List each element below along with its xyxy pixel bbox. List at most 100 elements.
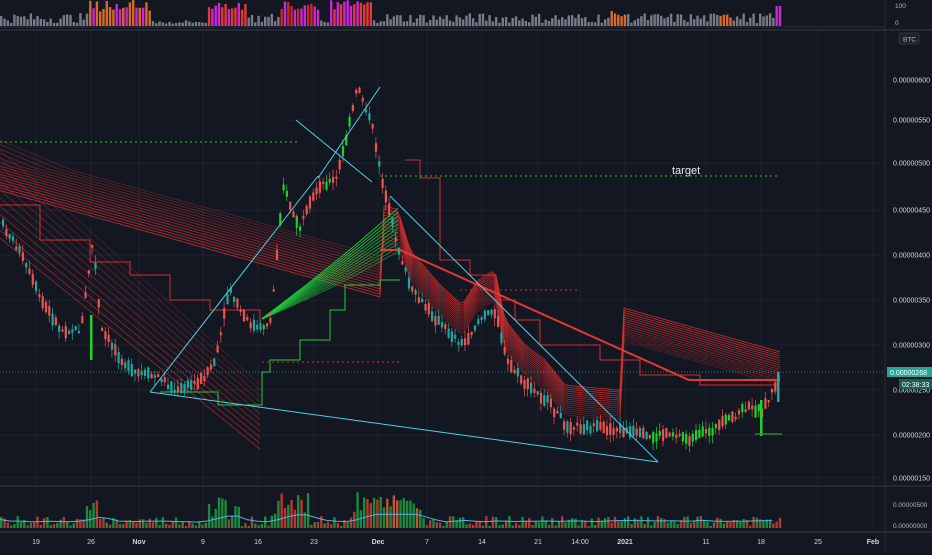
time-label: Dec xyxy=(372,539,385,546)
volume-bar xyxy=(577,525,580,528)
volume-bar xyxy=(79,519,82,528)
candle xyxy=(176,386,180,392)
volume-bar xyxy=(280,493,283,528)
candle xyxy=(117,351,120,363)
volume-bar xyxy=(33,522,36,528)
volume-bar xyxy=(254,523,257,528)
candle xyxy=(272,289,275,292)
candle xyxy=(229,287,232,293)
candle xyxy=(150,373,153,379)
indicator-bar xyxy=(188,21,191,26)
candle xyxy=(609,423,612,435)
candle xyxy=(671,432,675,437)
candle xyxy=(582,424,585,435)
indicator-bar xyxy=(171,23,174,26)
indicator-bar xyxy=(458,17,462,26)
candle xyxy=(157,374,160,378)
indicator-bar xyxy=(9,22,13,26)
candle xyxy=(625,427,628,433)
volume-bar xyxy=(389,506,392,528)
volume-bar xyxy=(537,522,541,528)
candle xyxy=(695,430,698,440)
indicator-bar xyxy=(468,13,471,26)
volume-bar xyxy=(702,520,706,528)
volume-bar xyxy=(462,517,465,528)
indicator-bar xyxy=(627,14,630,26)
indicator-bar xyxy=(739,19,742,26)
indicator-bar xyxy=(521,18,524,26)
volume-bar xyxy=(640,516,643,528)
indicator-bar xyxy=(640,16,643,26)
indicator-bar xyxy=(686,21,689,26)
indicator-bar xyxy=(514,16,518,26)
indicator-bar xyxy=(376,23,379,26)
candle xyxy=(233,296,236,302)
candle xyxy=(592,423,595,427)
price-axis[interactable]: BTC 0.00000600 0.00000550 0.00000500 0.0000… xyxy=(887,32,932,483)
volume-bars xyxy=(0,492,782,528)
candle xyxy=(437,315,440,325)
candle xyxy=(391,217,394,227)
candle xyxy=(589,426,592,434)
indicator-bar xyxy=(339,4,343,26)
indicator-bar xyxy=(191,22,194,26)
time-axis[interactable]: 19 26 Nov 9 16 23 Dec 7 14 21 14:00 2021 11 18 25 Feb xyxy=(32,539,879,546)
volume-bar xyxy=(729,522,732,528)
target-annotation[interactable]: target xyxy=(672,165,700,177)
volume-bar xyxy=(554,525,557,528)
volume-pane: 0.00000500 0.00000000 xyxy=(0,492,928,530)
indicator-bar xyxy=(537,13,541,26)
volume-bar xyxy=(39,525,42,528)
time-label: 14:00 xyxy=(571,539,589,546)
volume-bar xyxy=(709,525,712,528)
indicator-bar xyxy=(755,23,759,26)
candle xyxy=(460,339,463,346)
volume-bar xyxy=(250,516,254,528)
volume-bar xyxy=(620,521,623,528)
candle xyxy=(464,338,467,346)
volume-bar xyxy=(722,523,726,528)
candle xyxy=(744,409,747,412)
indicator-bar xyxy=(211,8,214,27)
candle xyxy=(35,281,38,292)
candle xyxy=(269,317,272,323)
volume-bar xyxy=(26,525,29,528)
indicator-bar xyxy=(712,13,716,26)
indicator-bar xyxy=(765,15,768,26)
candle xyxy=(163,377,166,383)
candle xyxy=(206,367,209,375)
indicator-bar xyxy=(706,21,709,26)
volume-bar xyxy=(207,504,211,528)
candle xyxy=(569,422,572,435)
trendline-base xyxy=(149,391,659,463)
volume-bar xyxy=(92,503,95,528)
indicator-bar xyxy=(669,13,673,26)
indicator-bar xyxy=(702,15,706,26)
candle xyxy=(665,428,668,438)
volume-bar xyxy=(122,523,125,528)
candle xyxy=(5,229,8,237)
candle xyxy=(315,187,318,195)
volume-bar xyxy=(518,524,521,528)
candle xyxy=(622,427,625,437)
countdown-badge xyxy=(899,379,932,389)
candle xyxy=(11,236,15,241)
candle xyxy=(318,181,321,193)
indicator-bar xyxy=(75,22,79,26)
indicator-bar xyxy=(16,16,19,26)
candle xyxy=(658,431,661,436)
indicator-bar xyxy=(363,4,366,26)
indicator-bar xyxy=(584,17,587,26)
candle xyxy=(404,267,407,272)
indicator-bar xyxy=(118,9,122,26)
indicator-bar xyxy=(280,8,283,26)
volume-bar xyxy=(221,498,224,528)
candle xyxy=(209,364,213,370)
trendlines[interactable] xyxy=(149,86,659,463)
volume-bar xyxy=(564,522,567,528)
indicator-bar xyxy=(306,5,310,27)
volume-bar xyxy=(168,524,171,528)
candle xyxy=(170,381,173,393)
indicator-bar xyxy=(240,9,244,27)
